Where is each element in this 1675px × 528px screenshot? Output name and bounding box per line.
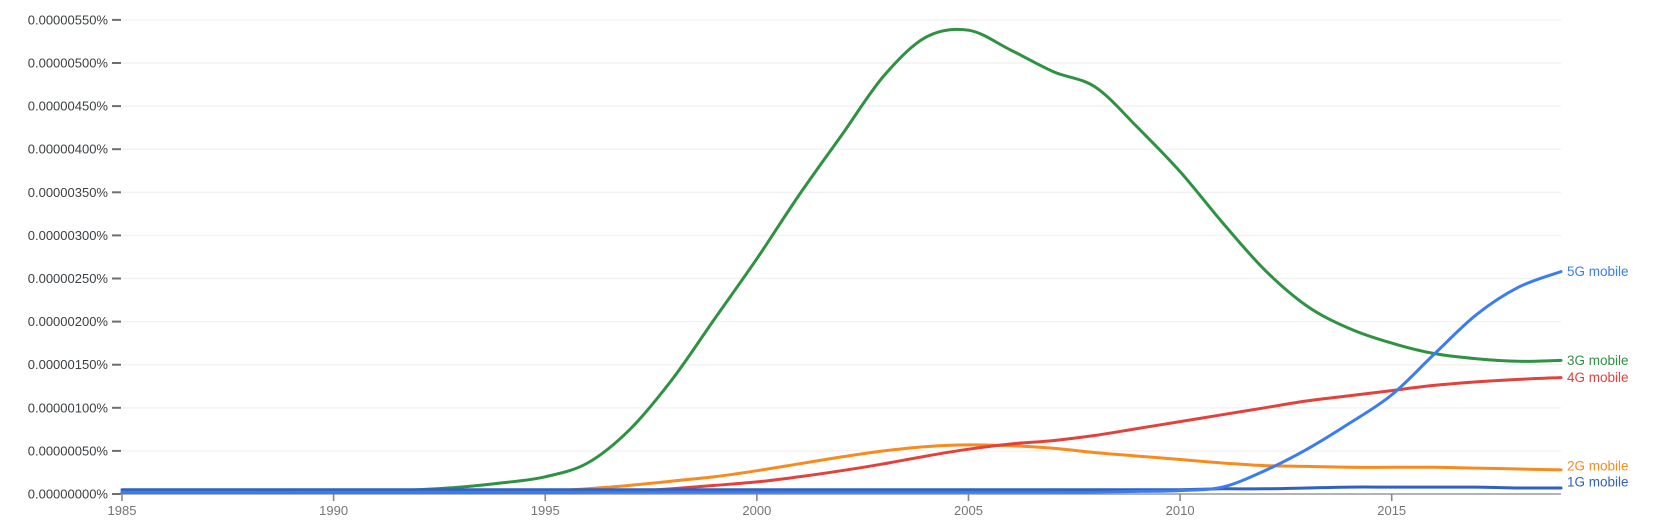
y-axis-label: 0.00000000% bbox=[28, 487, 109, 502]
y-axis-label: 0.00000350% bbox=[28, 185, 109, 200]
y-axis-label: 0.00000400% bbox=[28, 142, 109, 157]
y-axis-label: 0.00000100% bbox=[28, 400, 109, 415]
series-label-5g-mobile[interactable]: 5G mobile bbox=[1567, 264, 1629, 279]
y-axis-label: 0.00000050% bbox=[28, 443, 109, 458]
x-axis-label: 2000 bbox=[742, 503, 771, 518]
series-label-2g-mobile[interactable]: 2G mobile bbox=[1567, 459, 1629, 474]
series-label-4g-mobile[interactable]: 4G mobile bbox=[1567, 370, 1629, 385]
x-axis-label: 2005 bbox=[954, 503, 983, 518]
y-axis-label: 0.00000450% bbox=[28, 99, 109, 114]
y-axis-label: 0.00000300% bbox=[28, 228, 109, 243]
y-axis-label: 0.00000550% bbox=[28, 12, 109, 27]
series-line-2g-mobile[interactable] bbox=[120, 443, 1563, 494]
x-axis-label: 1990 bbox=[319, 503, 348, 518]
series-line-1g-mobile[interactable] bbox=[120, 485, 1563, 492]
x-axis-label: 1995 bbox=[531, 503, 560, 518]
x-axis-label: 1985 bbox=[108, 503, 137, 518]
series-line-4g-mobile[interactable] bbox=[120, 376, 1563, 494]
series-label-1g-mobile[interactable]: 1G mobile bbox=[1567, 475, 1629, 490]
y-axis-label: 0.00000200% bbox=[28, 314, 109, 329]
x-axis-label: 2015 bbox=[1377, 503, 1406, 518]
x-axis-label: 2010 bbox=[1166, 503, 1195, 518]
y-axis-label: 0.00000150% bbox=[28, 357, 109, 372]
series-line-5g-mobile[interactable] bbox=[120, 270, 1563, 494]
y-axis-label: 0.00000250% bbox=[28, 271, 109, 286]
y-axis-label: 0.00000500% bbox=[28, 56, 109, 71]
series-line-3g-mobile[interactable] bbox=[120, 27, 1563, 494]
series-label-3g-mobile[interactable]: 3G mobile bbox=[1567, 353, 1629, 368]
